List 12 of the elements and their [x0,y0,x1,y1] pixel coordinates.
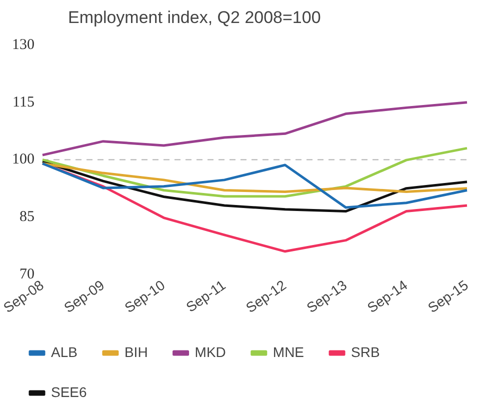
y-tick-label: 115 [12,94,34,110]
y-tick-label: 130 [12,36,34,53]
legend-label: ALB [51,344,78,360]
chart-title: Employment index, Q2 2008=100 [68,8,321,28]
y-tick-label: 85 [20,208,34,225]
y-tick-label: 100 [12,152,34,168]
legend-label: SEE6 [51,384,88,400]
legend-label: MNE [272,344,304,360]
legend-label: BIH [124,344,148,360]
legend-label: SRB [351,344,380,360]
legend-label: MKD [194,344,226,360]
y-tick-label: 70 [20,266,34,282]
